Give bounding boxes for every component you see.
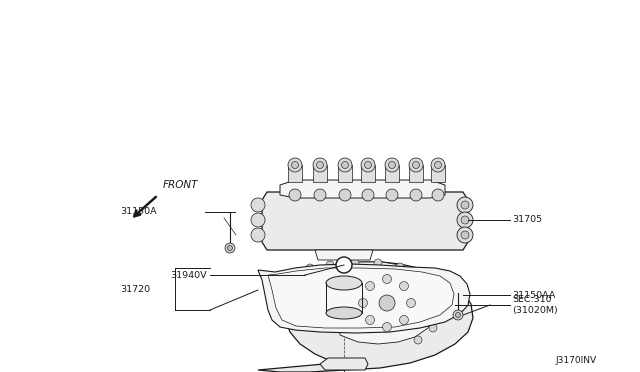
Circle shape [383, 323, 392, 331]
Circle shape [429, 324, 437, 332]
Polygon shape [313, 165, 327, 182]
Circle shape [336, 257, 352, 273]
Circle shape [431, 286, 439, 294]
Circle shape [416, 272, 424, 280]
Polygon shape [262, 192, 468, 250]
Ellipse shape [326, 276, 362, 290]
Circle shape [326, 261, 334, 269]
Circle shape [291, 161, 298, 169]
Ellipse shape [326, 307, 362, 319]
Polygon shape [338, 165, 352, 182]
Text: 31150AA: 31150AA [512, 291, 556, 299]
Circle shape [291, 276, 319, 304]
Polygon shape [258, 262, 473, 372]
Circle shape [409, 158, 423, 172]
Polygon shape [431, 165, 445, 182]
Circle shape [313, 158, 327, 172]
Circle shape [374, 259, 382, 267]
Text: 31720: 31720 [120, 285, 150, 294]
Circle shape [457, 212, 473, 228]
Circle shape [342, 161, 349, 169]
Text: SEC.310
(31020M): SEC.310 (31020M) [512, 295, 557, 315]
Polygon shape [320, 358, 368, 370]
Circle shape [457, 197, 473, 213]
Circle shape [386, 189, 398, 201]
Circle shape [413, 161, 419, 169]
Circle shape [365, 282, 374, 291]
Polygon shape [258, 264, 470, 333]
Text: 31705: 31705 [512, 215, 542, 224]
Circle shape [410, 189, 422, 201]
Circle shape [358, 298, 367, 308]
Circle shape [456, 312, 461, 317]
Circle shape [379, 295, 395, 311]
Circle shape [291, 271, 299, 279]
Circle shape [289, 189, 301, 201]
Circle shape [359, 275, 415, 331]
Circle shape [399, 315, 408, 324]
Circle shape [365, 161, 371, 169]
Circle shape [225, 243, 235, 253]
Circle shape [453, 310, 463, 320]
Circle shape [362, 189, 374, 201]
Circle shape [431, 158, 445, 172]
Circle shape [435, 161, 442, 169]
Circle shape [457, 227, 473, 243]
Text: 31940V: 31940V [170, 270, 207, 279]
Circle shape [251, 213, 265, 227]
Circle shape [317, 161, 323, 169]
Text: FRONT: FRONT [163, 180, 198, 190]
Circle shape [351, 259, 359, 267]
Polygon shape [409, 165, 423, 182]
Circle shape [406, 298, 415, 308]
Circle shape [432, 189, 444, 201]
Circle shape [461, 201, 469, 209]
Circle shape [314, 189, 326, 201]
Polygon shape [385, 165, 399, 182]
Polygon shape [268, 268, 454, 328]
Circle shape [396, 263, 404, 271]
Polygon shape [315, 250, 373, 260]
Polygon shape [288, 265, 330, 295]
Polygon shape [340, 262, 435, 344]
Circle shape [399, 282, 408, 291]
Circle shape [414, 336, 422, 344]
Circle shape [338, 158, 352, 172]
Circle shape [251, 228, 265, 242]
Circle shape [365, 315, 374, 324]
Circle shape [461, 231, 469, 239]
Circle shape [385, 158, 399, 172]
Text: J3170INV: J3170INV [555, 356, 596, 365]
Circle shape [369, 285, 405, 321]
Circle shape [461, 216, 469, 224]
Circle shape [339, 189, 351, 201]
Circle shape [227, 246, 232, 250]
Circle shape [297, 282, 313, 298]
Text: 31150A: 31150A [120, 208, 157, 217]
Circle shape [251, 198, 265, 212]
Polygon shape [288, 165, 302, 182]
Circle shape [306, 264, 314, 272]
Circle shape [288, 158, 302, 172]
Polygon shape [361, 165, 375, 182]
Circle shape [361, 158, 375, 172]
Circle shape [388, 161, 396, 169]
Polygon shape [280, 180, 445, 198]
Circle shape [436, 306, 444, 314]
Circle shape [383, 275, 392, 283]
